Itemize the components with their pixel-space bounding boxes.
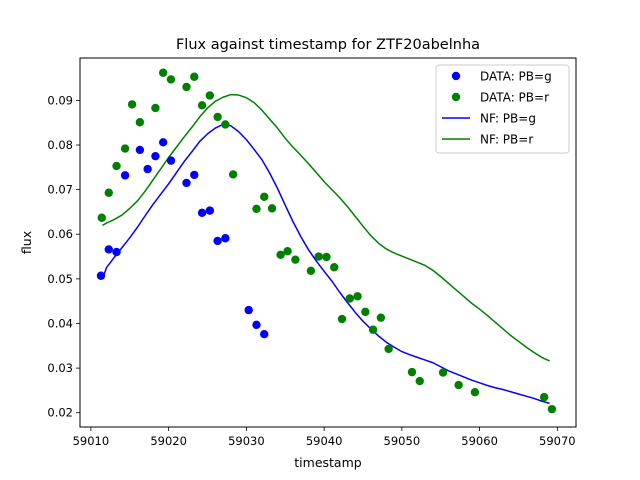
data-point-s1-17 (260, 192, 269, 201)
y-tick-label-2: 0.04 (47, 316, 73, 330)
data-point-s0-11 (197, 208, 207, 218)
data-point-s1-4 (127, 100, 137, 109)
data-point-s0-14 (221, 234, 230, 243)
legend-box (435, 64, 570, 154)
series-line-3 (102, 93, 550, 362)
x-tick-label-6: 59070 (539, 434, 576, 448)
data-point-s1-34 (415, 376, 424, 386)
data-point-s1-14 (221, 120, 230, 129)
y-tick-label-0: 0.02 (47, 406, 73, 420)
y-tick-label-5: 0.07 (47, 183, 73, 197)
legend-label-2: NF: PB=g (480, 112, 536, 126)
data-point-s1-27 (345, 294, 354, 303)
data-point-s0-16 (252, 320, 261, 330)
data-point-s0-17 (260, 329, 269, 339)
data-point-s1-3 (120, 144, 130, 153)
legend-marker-0 (451, 71, 461, 81)
y-axis: 0.02 0.03 0.04 0.05 0.06 0.07 0.08 0.09 (47, 93, 80, 420)
data-point-s0-13 (213, 236, 222, 246)
data-point-s1-24 (322, 252, 331, 262)
data-point-s0-6 (151, 151, 160, 161)
y-tick-label-7: 0.09 (47, 93, 73, 107)
data-point-s1-19 (276, 250, 285, 259)
data-point-s1-35 (438, 368, 448, 377)
data-point-s1-1 (104, 188, 113, 197)
legend-label-0: DATA: PB=g (480, 70, 552, 84)
data-point-s1-7 (158, 68, 168, 77)
data-point-s1-8 (166, 75, 176, 84)
data-point-s1-12 (205, 91, 215, 100)
data-point-s0-5 (143, 164, 152, 174)
data-point-s1-31 (376, 313, 386, 322)
data-point-s1-36 (454, 380, 463, 390)
x-axis: 59010 59020 59030 59040 59050 59060 59070 (73, 427, 576, 448)
data-point-s1-23 (314, 252, 323, 261)
legend-label-3: NF: PB=r (480, 133, 533, 147)
data-point-s1-18 (267, 204, 277, 213)
data-point-s1-21 (291, 255, 300, 264)
series-line-2 (101, 123, 550, 405)
legend-marker-1 (451, 92, 461, 102)
data-point-s0-7 (158, 138, 168, 147)
x-tick-label-0: 59010 (73, 434, 110, 448)
data-point-s1-5 (135, 118, 145, 127)
data-point-s1-20 (283, 247, 292, 256)
data-point-s0-8 (166, 156, 176, 165)
x-tick-label-1: 59020 (150, 434, 187, 448)
data-point-s0-15 (244, 305, 253, 315)
data-point-s0-0 (96, 271, 106, 280)
chart-title: Flux against timestamp for ZTF20abelnha (176, 37, 480, 53)
legend: DATA: PB=g DATA: PB=r NF: PB=g NF: PB=r (435, 64, 570, 154)
data-point-s1-25 (330, 263, 339, 272)
data-point-s0-4 (135, 145, 145, 155)
axes-frame (79, 57, 577, 428)
data-point-s1-6 (151, 103, 160, 113)
data-point-s1-2 (112, 161, 121, 171)
series-layer (96, 68, 557, 414)
y-tick-label-4: 0.06 (47, 227, 73, 241)
plot-area (79, 57, 577, 428)
data-point-s1-28 (353, 292, 362, 301)
legend-label-1: DATA: PB=r (480, 91, 549, 105)
y-axis-label: flux (19, 231, 34, 254)
data-point-s1-16 (252, 204, 261, 214)
data-point-s1-26 (337, 314, 347, 324)
data-point-s1-38 (539, 392, 549, 402)
data-point-s0-1 (104, 245, 113, 254)
x-tick-label-5: 59060 (461, 434, 498, 448)
data-point-s0-10 (190, 170, 199, 180)
data-point-s1-9 (182, 82, 191, 92)
data-point-s0-2 (112, 247, 121, 257)
x-tick-label-4: 59050 (384, 434, 421, 448)
data-point-s1-0 (97, 213, 106, 222)
data-point-s1-30 (368, 325, 378, 334)
y-tick-label-6: 0.08 (47, 138, 73, 152)
data-point-s1-29 (361, 307, 370, 317)
data-point-s1-11 (197, 101, 207, 110)
y-tick-label-3: 0.05 (47, 272, 73, 286)
data-point-s1-39 (547, 404, 557, 414)
data-point-s1-22 (306, 266, 316, 276)
x-axis-label: timestamp (294, 455, 361, 470)
x-tick-label-3: 59040 (306, 434, 343, 448)
data-point-s1-33 (407, 367, 417, 377)
y-tick-label-1: 0.03 (47, 361, 73, 375)
data-point-s0-3 (120, 171, 130, 180)
data-point-s0-9 (182, 178, 191, 188)
data-point-s1-10 (190, 72, 199, 81)
data-point-s0-12 (205, 206, 215, 215)
data-point-s1-15 (228, 170, 238, 179)
data-point-s1-13 (213, 112, 222, 122)
data-point-s1-32 (384, 344, 393, 354)
x-tick-label-2: 59030 (228, 434, 265, 448)
data-point-s1-37 (470, 388, 480, 397)
